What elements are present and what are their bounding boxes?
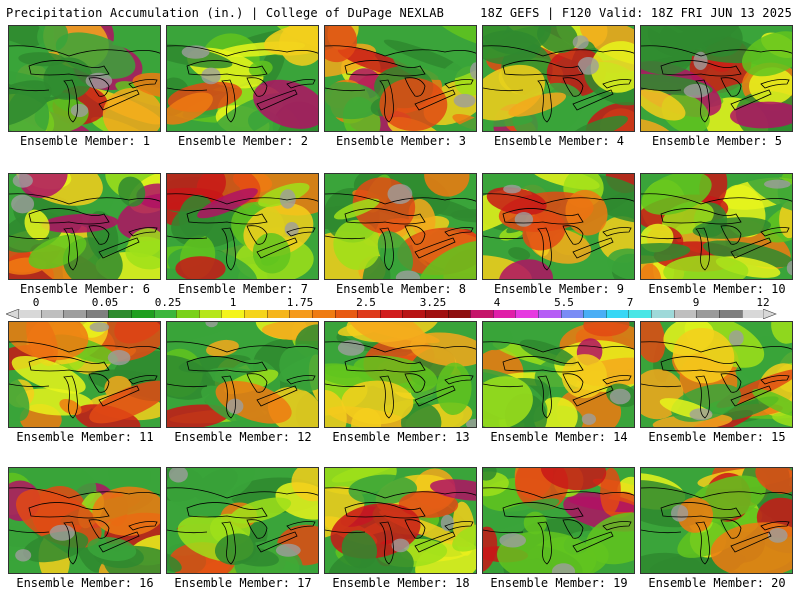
chart-title: Precipitation Accumulation (in.) | Colle… <box>6 6 445 20</box>
colorbar-tick-label: 5.5 <box>554 296 574 309</box>
ensemble-map-panel <box>482 25 635 132</box>
ensemble-member-label: Ensemble Member: 10 <box>648 282 786 296</box>
colorbar-swatch <box>447 310 471 318</box>
ensemble-map-panel <box>166 321 319 428</box>
colorbar-swatch <box>244 310 267 318</box>
ensemble-member-label: Ensemble Member: 19 <box>490 576 628 590</box>
colorbar-swatch <box>628 310 652 318</box>
colorbar-tick-label: 0.05 <box>91 296 119 309</box>
ensemble-map-panel <box>640 467 793 574</box>
colorbar-swatch <box>357 310 380 318</box>
ensemble-member-label: Ensemble Member: 20 <box>648 576 786 590</box>
ensemble-member-label: Ensemble Member: 5 <box>651 134 783 148</box>
ensemble-map-panel <box>166 173 319 280</box>
colorbar-swatch <box>85 310 109 318</box>
colorbar-swatch <box>492 310 516 318</box>
colorbar-tick-label: 9 <box>692 296 700 309</box>
ensemble-member-label: Ensemble Member: 12 <box>174 430 312 444</box>
ensemble-map-panel <box>324 25 477 132</box>
ensemble-member-label: Ensemble Member: 9 <box>493 282 625 296</box>
ensemble-member-label: Ensemble Member: 2 <box>177 134 309 148</box>
colorbar-swatch <box>176 310 199 318</box>
colorbar-swatch <box>673 310 697 318</box>
colorbar-swatch <box>741 310 765 318</box>
ensemble-map-panel <box>482 321 635 428</box>
colorbar-tick-label: 12 <box>756 296 770 309</box>
colorbar-swatch <box>651 310 674 318</box>
colorbar-swatch <box>266 310 290 318</box>
ensemble-member-label: Ensemble Member: 1 <box>19 134 151 148</box>
ensemble-map-panel <box>482 173 635 280</box>
colorbar-swatch <box>131 310 154 318</box>
colorbar-tick-label: 2.5 <box>356 296 376 309</box>
ensemble-map-panel <box>482 467 635 574</box>
ensemble-map-panel <box>8 321 161 428</box>
colorbar-tick-label: 3.25 <box>419 296 447 309</box>
ensemble-map-panel <box>640 173 793 280</box>
colorbar-swatch <box>108 310 132 318</box>
ensemble-member-label: Ensemble Member: 14 <box>490 430 628 444</box>
colorbar-swatch <box>63 310 86 318</box>
colorbar-tick-label: 1.75 <box>286 296 314 309</box>
ensemble-member-label: Ensemble Member: 17 <box>174 576 312 590</box>
colorbar <box>18 310 765 318</box>
ensemble-member-label: Ensemble Member: 13 <box>332 430 470 444</box>
colorbar-swatch <box>470 310 493 318</box>
ensemble-member-label: Ensemble Member: 7 <box>177 282 309 296</box>
ensemble-map-panel <box>8 25 161 132</box>
ensemble-map-panel <box>640 25 793 132</box>
colorbar-swatch <box>718 310 742 318</box>
colorbar-swatch <box>583 310 606 318</box>
ensemble-member-label: Ensemble Member: 4 <box>493 134 625 148</box>
colorbar-swatch <box>696 310 719 318</box>
ensemble-map-panel <box>166 25 319 132</box>
ensemble-member-label: Ensemble Member: 11 <box>16 430 154 444</box>
colorbar-swatch <box>538 310 561 318</box>
ensemble-map-panel <box>324 467 477 574</box>
ensemble-member-label: Ensemble Member: 16 <box>16 576 154 590</box>
ensemble-member-label: Ensemble Member: 8 <box>335 282 467 296</box>
ensemble-member-label: Ensemble Member: 18 <box>332 576 470 590</box>
colorbar-swatch <box>560 310 584 318</box>
colorbar-swatch <box>198 310 222 318</box>
ensemble-map-panel <box>324 173 477 280</box>
colorbar-swatch <box>379 310 403 318</box>
ensemble-map-panel <box>324 321 477 428</box>
ensemble-map-panel <box>8 173 161 280</box>
colorbar-swatch <box>334 310 358 318</box>
colorbar-right-arrow <box>763 309 777 319</box>
colorbar-swatch <box>40 310 64 318</box>
colorbar-swatch <box>153 310 177 318</box>
colorbar-swatch <box>605 310 629 318</box>
colorbar-swatch <box>311 310 335 318</box>
colorbar-swatch <box>18 310 41 318</box>
run-valid-time: 18Z GEFS | F120 Valid: 18Z FRI JUN 13 20… <box>480 6 792 20</box>
colorbar-swatch <box>402 310 425 318</box>
colorbar-swatch <box>221 310 245 318</box>
colorbar-tick-label: 4 <box>493 296 501 309</box>
colorbar-tick-label: 0.25 <box>154 296 182 309</box>
colorbar-tick-label: 1 <box>229 296 237 309</box>
colorbar-tick-label: 7 <box>626 296 634 309</box>
ensemble-member-label: Ensemble Member: 3 <box>335 134 467 148</box>
colorbar-tick-label: 0 <box>32 296 40 309</box>
ensemble-member-label: Ensemble Member: 6 <box>19 282 151 296</box>
ensemble-map-panel <box>8 467 161 574</box>
colorbar-swatch <box>289 310 312 318</box>
colorbar-swatch <box>424 310 448 318</box>
ensemble-map-panel <box>166 467 319 574</box>
ensemble-member-label: Ensemble Member: 15 <box>648 430 786 444</box>
colorbar-swatch <box>515 310 539 318</box>
ensemble-map-panel <box>640 321 793 428</box>
